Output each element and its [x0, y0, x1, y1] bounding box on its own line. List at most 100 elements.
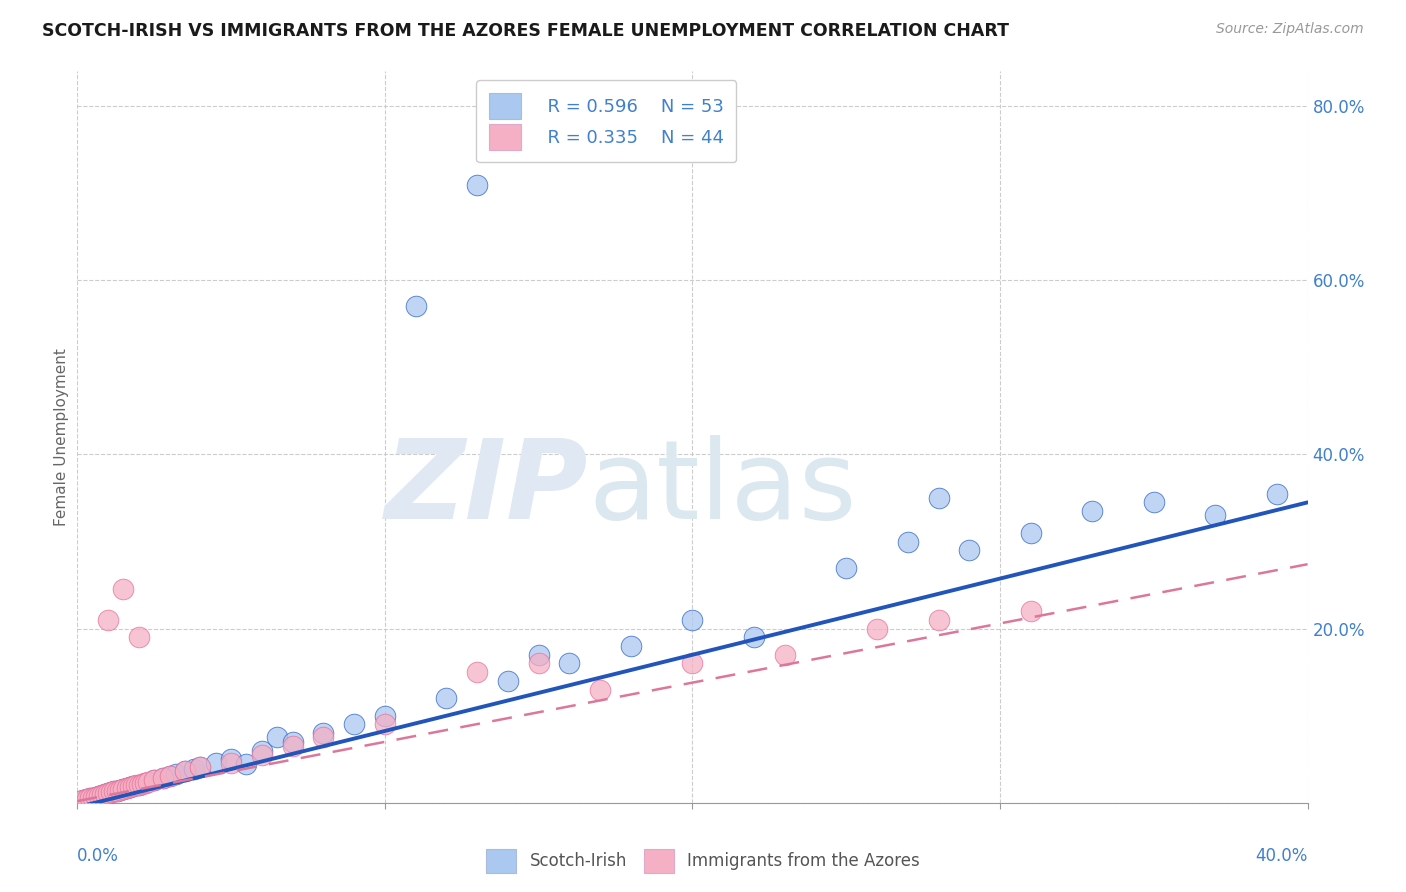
Point: [118, 780, 141, 794]
Point: [110, 782, 132, 797]
Point: [188, 760, 212, 774]
Point: [143, 773, 166, 788]
Point: [128, 778, 150, 792]
Point: [558, 657, 581, 671]
Point: [682, 613, 704, 627]
Point: [84, 789, 107, 804]
Point: [866, 622, 889, 636]
Point: [1019, 525, 1042, 540]
Point: [312, 731, 335, 745]
Point: [174, 764, 197, 779]
Point: [105, 783, 128, 797]
Point: [72, 793, 94, 807]
Point: [97, 786, 120, 800]
Point: [76, 792, 98, 806]
Point: [773, 648, 796, 662]
Text: atlas: atlas: [588, 434, 856, 541]
Point: [620, 639, 643, 653]
Point: [957, 543, 980, 558]
Point: [105, 783, 128, 797]
Point: [87, 789, 110, 803]
Point: [465, 665, 488, 680]
Point: [69, 794, 91, 808]
Point: [100, 785, 122, 799]
Point: [152, 771, 174, 785]
Point: [97, 786, 120, 800]
Point: [90, 788, 114, 802]
Point: [436, 691, 458, 706]
Point: [115, 780, 138, 795]
Legend: Scotch-Irish, Immigrants from the Azores: Scotch-Irish, Immigrants from the Azores: [479, 842, 927, 880]
Point: [1265, 486, 1288, 500]
Point: [183, 762, 205, 776]
Point: [112, 781, 135, 796]
Text: Source: ZipAtlas.com: Source: ZipAtlas.com: [1216, 22, 1364, 37]
Point: [1143, 495, 1166, 509]
Point: [589, 682, 612, 697]
Point: [131, 777, 153, 791]
Point: [97, 613, 120, 627]
Point: [152, 771, 174, 785]
Point: [219, 756, 242, 770]
Point: [82, 790, 104, 805]
Point: [115, 780, 138, 795]
Point: [1204, 508, 1226, 523]
Point: [374, 717, 396, 731]
Point: [110, 782, 132, 797]
Point: [235, 756, 257, 771]
Point: [79, 791, 101, 805]
Point: [134, 776, 156, 790]
Point: [79, 791, 101, 805]
Point: [112, 781, 135, 796]
Point: [125, 778, 148, 792]
Point: [465, 178, 488, 192]
Point: [405, 300, 427, 314]
Point: [266, 731, 288, 745]
Point: [121, 779, 143, 793]
Point: [219, 752, 242, 766]
Text: ZIP: ZIP: [384, 434, 588, 541]
Point: [159, 769, 181, 783]
Point: [527, 648, 550, 662]
Point: [204, 756, 226, 770]
Point: [136, 775, 159, 789]
Point: [250, 743, 273, 757]
Point: [312, 726, 335, 740]
Point: [94, 787, 117, 801]
Point: [928, 491, 950, 505]
Point: [82, 790, 104, 805]
Text: 40.0%: 40.0%: [1256, 847, 1308, 864]
Point: [134, 776, 156, 790]
Point: [742, 631, 765, 645]
Point: [72, 793, 94, 807]
Point: [118, 780, 141, 794]
Point: [188, 760, 212, 774]
Point: [928, 613, 950, 627]
Point: [496, 673, 519, 688]
Point: [1019, 604, 1042, 618]
Point: [84, 789, 107, 804]
Point: [103, 784, 125, 798]
Point: [100, 785, 122, 799]
Point: [143, 773, 166, 788]
Text: SCOTCH-IRISH VS IMMIGRANTS FROM THE AZORES FEMALE UNEMPLOYMENT CORRELATION CHART: SCOTCH-IRISH VS IMMIGRANTS FROM THE AZOR…: [42, 22, 1010, 40]
Point: [343, 717, 366, 731]
Point: [897, 534, 920, 549]
Point: [374, 708, 396, 723]
Point: [250, 747, 273, 762]
Legend:   R = 0.596    N = 53,   R = 0.335    N = 44: R = 0.596 N = 53, R = 0.335 N = 44: [477, 80, 737, 162]
Point: [281, 735, 304, 749]
Point: [159, 769, 181, 783]
Point: [128, 631, 150, 645]
Point: [90, 788, 114, 802]
Point: [165, 767, 187, 781]
Point: [87, 789, 110, 803]
Point: [835, 560, 858, 574]
Point: [174, 764, 197, 779]
Point: [76, 792, 98, 806]
Text: 0.0%: 0.0%: [77, 847, 120, 864]
Point: [527, 657, 550, 671]
Point: [112, 582, 135, 597]
Point: [128, 778, 150, 792]
Point: [121, 779, 143, 793]
